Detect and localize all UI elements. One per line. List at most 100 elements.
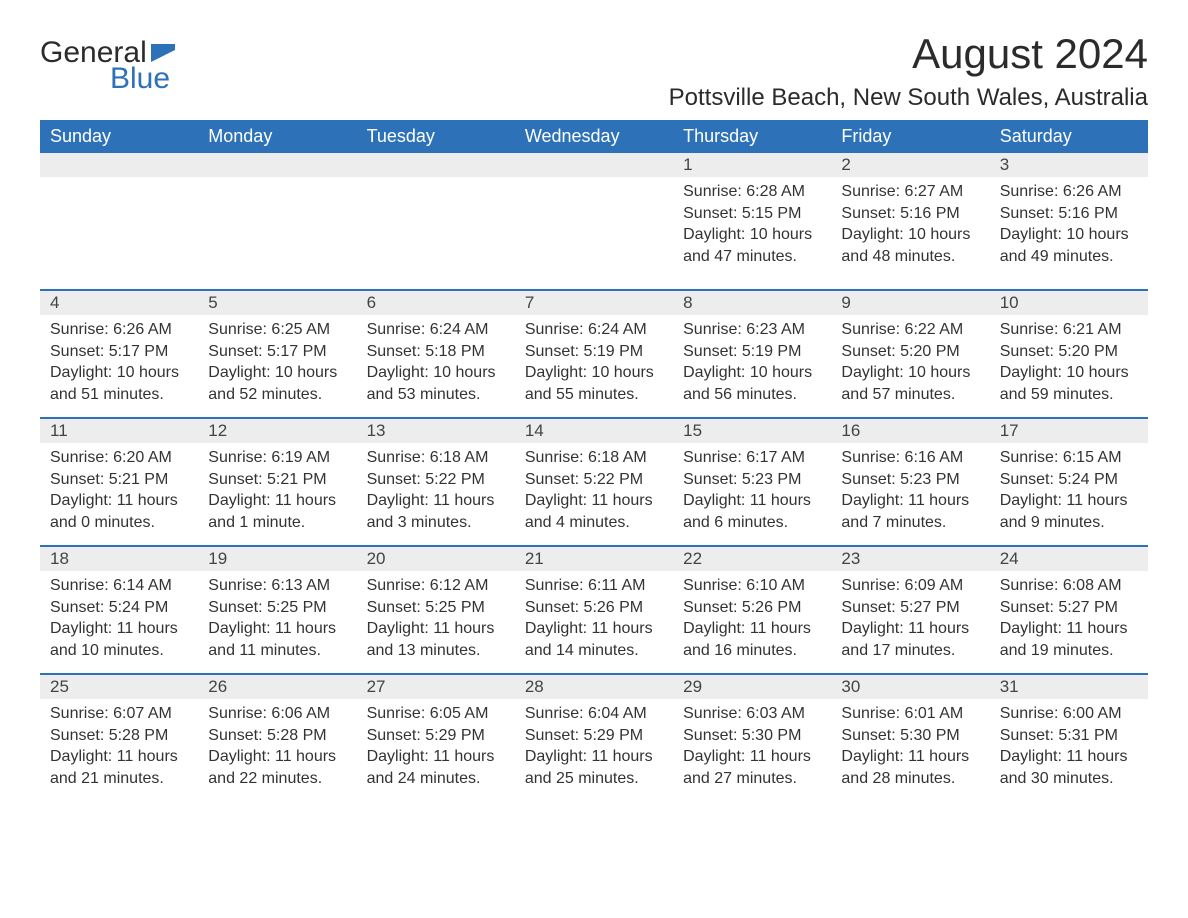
daylight-line: Daylight: 10 hours and 52 minutes.: [208, 362, 346, 405]
sunset-line: Sunset: 5:29 PM: [525, 725, 663, 747]
calendar-day: 25Sunrise: 6:07 AMSunset: 5:28 PMDayligh…: [40, 673, 198, 801]
daylight-line: Daylight: 11 hours and 25 minutes.: [525, 746, 663, 789]
calendar-week: 11Sunrise: 6:20 AMSunset: 5:21 PMDayligh…: [40, 417, 1148, 545]
day-number: 27: [357, 673, 515, 699]
daylight-line: Daylight: 11 hours and 17 minutes.: [841, 618, 979, 661]
day-number: 6: [357, 289, 515, 315]
sunset-line: Sunset: 5:16 PM: [1000, 203, 1138, 225]
sunset-line: Sunset: 5:21 PM: [50, 469, 188, 491]
calendar-day: 23Sunrise: 6:09 AMSunset: 5:27 PMDayligh…: [831, 545, 989, 673]
calendar-day: 12Sunrise: 6:19 AMSunset: 5:21 PMDayligh…: [198, 417, 356, 545]
sunset-line: Sunset: 5:26 PM: [525, 597, 663, 619]
calendar-day: 9Sunrise: 6:22 AMSunset: 5:20 PMDaylight…: [831, 289, 989, 417]
sunset-line: Sunset: 5:20 PM: [841, 341, 979, 363]
calendar-day: 15Sunrise: 6:17 AMSunset: 5:23 PMDayligh…: [673, 417, 831, 545]
day-details: Sunrise: 6:04 AMSunset: 5:29 PMDaylight:…: [515, 699, 673, 795]
daylight-line: Daylight: 11 hours and 19 minutes.: [1000, 618, 1138, 661]
sunrise-line: Sunrise: 6:26 AM: [50, 319, 188, 341]
sunset-line: Sunset: 5:24 PM: [50, 597, 188, 619]
sunset-line: Sunset: 5:21 PM: [208, 469, 346, 491]
calendar-day: 7Sunrise: 6:24 AMSunset: 5:19 PMDaylight…: [515, 289, 673, 417]
daylight-line: Daylight: 11 hours and 7 minutes.: [841, 490, 979, 533]
logo-text-blue: Blue: [110, 62, 170, 96]
daylight-line: Daylight: 11 hours and 11 minutes.: [208, 618, 346, 661]
calendar-day: 29Sunrise: 6:03 AMSunset: 5:30 PMDayligh…: [673, 673, 831, 801]
day-details: Sunrise: 6:14 AMSunset: 5:24 PMDaylight:…: [40, 571, 198, 667]
sunrise-line: Sunrise: 6:20 AM: [50, 447, 188, 469]
day-number: 7: [515, 289, 673, 315]
day-details: Sunrise: 6:24 AMSunset: 5:19 PMDaylight:…: [515, 315, 673, 411]
day-number: 5: [198, 289, 356, 315]
day-number-empty: [198, 153, 356, 177]
day-number: 24: [990, 545, 1148, 571]
day-details: Sunrise: 6:18 AMSunset: 5:22 PMDaylight:…: [357, 443, 515, 539]
daylight-line: Daylight: 11 hours and 13 minutes.: [367, 618, 505, 661]
day-details: Sunrise: 6:19 AMSunset: 5:21 PMDaylight:…: [198, 443, 356, 539]
sunrise-line: Sunrise: 6:14 AM: [50, 575, 188, 597]
sunrise-line: Sunrise: 6:13 AM: [208, 575, 346, 597]
daylight-line: Daylight: 11 hours and 10 minutes.: [50, 618, 188, 661]
calendar-day-empty: [198, 153, 356, 289]
day-number: 2: [831, 153, 989, 177]
sunrise-line: Sunrise: 6:22 AM: [841, 319, 979, 341]
calendar-table: SundayMondayTuesdayWednesdayThursdayFrid…: [40, 120, 1148, 801]
sunset-line: Sunset: 5:17 PM: [50, 341, 188, 363]
day-number-empty: [515, 153, 673, 177]
day-number: 8: [673, 289, 831, 315]
sunrise-line: Sunrise: 6:15 AM: [1000, 447, 1138, 469]
calendar-day: 19Sunrise: 6:13 AMSunset: 5:25 PMDayligh…: [198, 545, 356, 673]
calendar-day: 26Sunrise: 6:06 AMSunset: 5:28 PMDayligh…: [198, 673, 356, 801]
sunrise-line: Sunrise: 6:07 AM: [50, 703, 188, 725]
daylight-line: Daylight: 11 hours and 28 minutes.: [841, 746, 979, 789]
daylight-line: Daylight: 11 hours and 9 minutes.: [1000, 490, 1138, 533]
sunset-line: Sunset: 5:19 PM: [525, 341, 663, 363]
daylight-line: Daylight: 11 hours and 1 minute.: [208, 490, 346, 533]
daylight-line: Daylight: 10 hours and 53 minutes.: [367, 362, 505, 405]
calendar-day: 5Sunrise: 6:25 AMSunset: 5:17 PMDaylight…: [198, 289, 356, 417]
sunrise-line: Sunrise: 6:26 AM: [1000, 181, 1138, 203]
daylight-line: Daylight: 11 hours and 21 minutes.: [50, 746, 188, 789]
sunset-line: Sunset: 5:18 PM: [367, 341, 505, 363]
daylight-line: Daylight: 11 hours and 3 minutes.: [367, 490, 505, 533]
day-details: Sunrise: 6:03 AMSunset: 5:30 PMDaylight:…: [673, 699, 831, 795]
daylight-line: Daylight: 10 hours and 51 minutes.: [50, 362, 188, 405]
day-details: Sunrise: 6:18 AMSunset: 5:22 PMDaylight:…: [515, 443, 673, 539]
day-number: 19: [198, 545, 356, 571]
day-number: 12: [198, 417, 356, 443]
sunrise-line: Sunrise: 6:11 AM: [525, 575, 663, 597]
sunset-line: Sunset: 5:24 PM: [1000, 469, 1138, 491]
sunrise-line: Sunrise: 6:12 AM: [367, 575, 505, 597]
day-details: Sunrise: 6:11 AMSunset: 5:26 PMDaylight:…: [515, 571, 673, 667]
day-details: Sunrise: 6:27 AMSunset: 5:16 PMDaylight:…: [831, 177, 989, 273]
calendar-week: 25Sunrise: 6:07 AMSunset: 5:28 PMDayligh…: [40, 673, 1148, 801]
day-number-empty: [40, 153, 198, 177]
calendar-week: 18Sunrise: 6:14 AMSunset: 5:24 PMDayligh…: [40, 545, 1148, 673]
day-details: Sunrise: 6:26 AMSunset: 5:17 PMDaylight:…: [40, 315, 198, 411]
day-details: Sunrise: 6:28 AMSunset: 5:15 PMDaylight:…: [673, 177, 831, 273]
weekday-header: Sunday: [40, 120, 198, 153]
weekday-header: Wednesday: [515, 120, 673, 153]
sunset-line: Sunset: 5:30 PM: [683, 725, 821, 747]
day-number: 23: [831, 545, 989, 571]
calendar-day: 4Sunrise: 6:26 AMSunset: 5:17 PMDaylight…: [40, 289, 198, 417]
sunset-line: Sunset: 5:16 PM: [841, 203, 979, 225]
sunrise-line: Sunrise: 6:08 AM: [1000, 575, 1138, 597]
day-number: 10: [990, 289, 1148, 315]
day-number: 21: [515, 545, 673, 571]
day-details: Sunrise: 6:10 AMSunset: 5:26 PMDaylight:…: [673, 571, 831, 667]
daylight-line: Daylight: 10 hours and 49 minutes.: [1000, 224, 1138, 267]
day-details: Sunrise: 6:12 AMSunset: 5:25 PMDaylight:…: [357, 571, 515, 667]
daylight-line: Daylight: 10 hours and 56 minutes.: [683, 362, 821, 405]
day-details: Sunrise: 6:26 AMSunset: 5:16 PMDaylight:…: [990, 177, 1148, 273]
sunrise-line: Sunrise: 6:24 AM: [525, 319, 663, 341]
sunrise-line: Sunrise: 6:01 AM: [841, 703, 979, 725]
sunset-line: Sunset: 5:27 PM: [1000, 597, 1138, 619]
day-number: 28: [515, 673, 673, 699]
sunrise-line: Sunrise: 6:09 AM: [841, 575, 979, 597]
sunrise-line: Sunrise: 6:06 AM: [208, 703, 346, 725]
sunrise-line: Sunrise: 6:17 AM: [683, 447, 821, 469]
day-details: Sunrise: 6:05 AMSunset: 5:29 PMDaylight:…: [357, 699, 515, 795]
calendar-day: 11Sunrise: 6:20 AMSunset: 5:21 PMDayligh…: [40, 417, 198, 545]
sunrise-line: Sunrise: 6:16 AM: [841, 447, 979, 469]
sunrise-line: Sunrise: 6:03 AM: [683, 703, 821, 725]
